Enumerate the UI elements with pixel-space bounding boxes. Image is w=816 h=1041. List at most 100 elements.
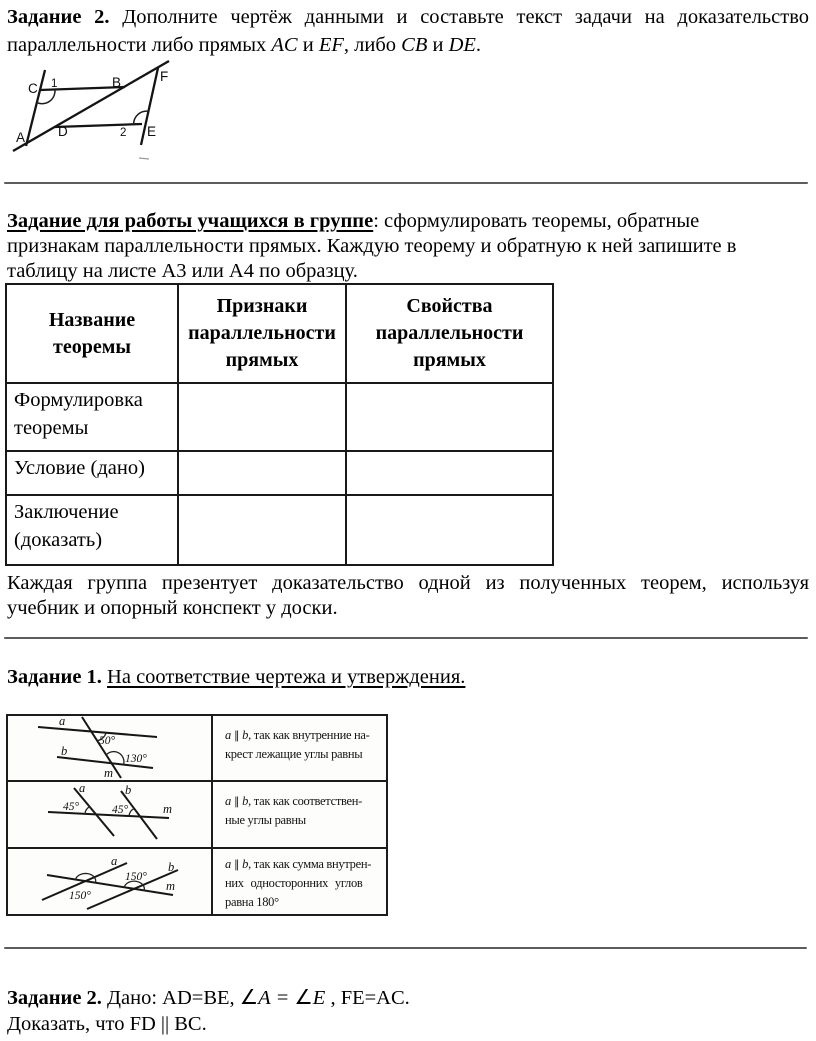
line-name-EF: EF	[318, 33, 344, 56]
row-label-formulation: Формулировка теоремы	[5, 382, 179, 452]
col-header-theorem-name: Название теоремы	[5, 283, 179, 384]
present-line1: Каждая группа презентует доказательство …	[7, 572, 809, 594]
segment-EF	[139, 67, 160, 146]
line-name-DE: DE	[448, 33, 476, 56]
statement-text: , так как внутренние на-	[248, 728, 370, 742]
task2-bottom-label: Задание 2.	[7, 987, 102, 1009]
empty-cell	[345, 494, 554, 566]
conjunction: и	[427, 33, 449, 56]
label-m: m	[104, 766, 113, 780]
angle-arc-45-right	[128, 808, 135, 817]
parallel-sign: ∥	[233, 795, 240, 808]
empty-cell	[345, 450, 554, 496]
line-m	[47, 811, 170, 819]
col-header-properties: Свойства параллельности прямых	[345, 283, 554, 384]
task2-bottom-prove: Доказать, что FD || BC.	[7, 1012, 207, 1035]
label-a: a	[111, 854, 117, 868]
line-name-CB: CB	[401, 33, 428, 56]
col-header-criteria: Признаки параллельности прямых	[177, 283, 347, 384]
angle-arc-50	[96, 732, 107, 742]
given-text-end: , FE=AC.	[325, 987, 410, 1009]
label-m: m	[163, 802, 172, 816]
section-divider	[4, 637, 808, 639]
transversal-ADBF	[12, 60, 170, 152]
empty-cell	[177, 450, 347, 496]
label-b: b	[125, 783, 131, 797]
drawing-cointerior-angles: a b m 150° 150°	[8, 849, 213, 914]
angle-label-1: 1	[51, 78, 57, 90]
task1-title: На соответствие чертежа и утверждения.	[107, 666, 466, 688]
scan-artifact-dash	[138, 157, 150, 160]
angle-value-150-right: 150°	[125, 871, 147, 883]
group-task-line2: признакам параллельности прямых. Каждую …	[7, 234, 737, 257]
segment-DE	[54, 122, 143, 129]
task2-bottom-paragraph: Задание 2. Дано: AD=BE, ∠A = ∠E , FE=AC.…	[7, 986, 809, 1037]
angle-2-arc	[132, 110, 149, 125]
statement-line: них односторонних углов	[225, 876, 363, 890]
task2-bottom-given: Задание 2. Дано: AD=BE, ∠A = ∠E , FE=AC.	[7, 986, 809, 1012]
point-label-D: D	[58, 124, 68, 139]
var-b: b	[242, 857, 249, 871]
angle-value-45-right: 45°	[112, 804, 129, 816]
table-row: Заключение (доказать)	[5, 494, 554, 566]
angle-arc-130	[105, 750, 125, 765]
angle-arc-150-right	[123, 880, 145, 891]
drawing-alternate-angles: a b m 50° 130°	[8, 716, 213, 780]
label-m: m	[166, 879, 175, 893]
drawing-2-svg: a b m 45° 45°	[47, 782, 172, 840]
group-task-heading: Задание для работы учащихся в группе	[7, 210, 374, 232]
angle-arc-45-left	[84, 806, 90, 815]
var-b: b	[242, 728, 249, 742]
statement-line: a ∥ b, так как сумма внутрен-	[225, 855, 381, 874]
statement-line: a ∥ b, так как соответствен-	[225, 792, 381, 811]
statement-alternate-angles: a ∥ b, так как внутренние на- крест лежащи…	[213, 716, 386, 780]
task2-top-paragraph: Задание 2. Дополните чертёж данными и со…	[7, 4, 809, 59]
row-label-conclusion: Заключение (доказать)	[5, 494, 179, 566]
statement-line: a ∥ b, так как внутренние на-	[225, 726, 381, 745]
line-name-AC: AC	[271, 33, 298, 56]
transversal-b	[86, 869, 179, 910]
figure-lines	[12, 60, 170, 160]
geometry-figure-ACBF: A C B F D E 1 2	[12, 60, 170, 160]
var-a: a	[225, 857, 231, 871]
parallel-sign: ∥	[233, 858, 240, 871]
period: .	[475, 33, 482, 56]
conjunction: и	[297, 33, 319, 56]
label-b: b	[61, 744, 67, 758]
empty-cell	[177, 494, 347, 566]
var-a: a	[225, 794, 231, 808]
point-label-E: E	[147, 124, 156, 139]
angle-label-2: 2	[120, 127, 126, 139]
drawing-3-svg: a b m 150° 150°	[41, 854, 179, 910]
group-task-paragraph: Задание для работы учащихся в группе: сф…	[7, 209, 809, 283]
angle-arc-150-left	[74, 872, 97, 883]
angle-1-arc	[36, 89, 56, 105]
empty-cell	[177, 382, 347, 452]
task1-label: Задание 1.	[7, 666, 102, 688]
angle-value-130: 130°	[125, 753, 147, 765]
statement-text: , так как сумма внутрен-	[248, 857, 372, 871]
angle-equality: ∠A = ∠E	[239, 987, 326, 1009]
matching-row-2: a b m 45° 45° a ∥ b, так как соответствен-…	[8, 782, 386, 849]
section-divider	[4, 947, 807, 949]
label-b: b	[168, 860, 174, 874]
line-a	[37, 726, 158, 738]
group-task-line1-text: : сформулировать теоремы, обратные	[373, 210, 700, 232]
group-task-line3: таблицу на листе А3 или А4 по образцу.	[7, 259, 358, 282]
table-row: Формулировка теоремы	[5, 382, 554, 452]
angle-value-150-left: 150°	[69, 890, 91, 902]
point-label-C: C	[28, 81, 38, 96]
task2-top-line1-text: Дополните чертёж данными и составьте тек…	[109, 6, 809, 28]
transversal-a	[41, 862, 128, 901]
drawing-corresponding-angles: a b m 45° 45°	[8, 782, 213, 847]
task2-top-line2: параллельности либо прямых AC и EF, либо…	[7, 32, 809, 60]
label-a: a	[79, 782, 85, 795]
theorem-table: Название теоремы Признаки параллельности…	[5, 283, 554, 566]
statement-line: ные углы равны	[225, 813, 306, 827]
empty-cell	[345, 382, 554, 452]
section-divider	[4, 182, 808, 184]
var-b: b	[242, 794, 249, 808]
present-paragraph: Каждая группа презентует доказательство …	[7, 571, 809, 621]
row-label-condition: Условие (дано)	[5, 450, 179, 496]
